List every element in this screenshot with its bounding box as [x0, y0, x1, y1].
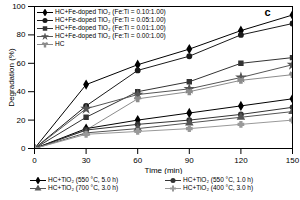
html-text:HC+TiO₂ (550 °C, 1.0 h): HC+TiO₂ (550 °C, 1.0 h) — [183, 176, 254, 183]
html-text:HC+Fe-doped TiO₂ (Fe:Ti = 0.01: HC+Fe-doped TiO₂ (Fe:Ti = 0.01:1.00) — [55, 24, 166, 31]
svg-text:60: 60 — [17, 59, 26, 68]
svg-text:80: 80 — [17, 30, 26, 39]
html-text:HC: HC — [55, 40, 65, 47]
html-text:HC+TiO₂ (400 °C, 3.0 h): HC+TiO₂ (400 °C, 3.0 h) — [183, 184, 254, 191]
svg-text:20: 20 — [17, 116, 26, 125]
svg-text:0: 0 — [32, 156, 37, 165]
html-text:HC+Fe-doped TiO₂ (Fe:Ti = 0.00: HC+Fe-doped TiO₂ (Fe:Ti = 0.00:1.00) — [55, 32, 166, 39]
svg-text:60: 60 — [133, 156, 142, 165]
svg-text:40: 40 — [17, 87, 26, 96]
svg-text:120: 120 — [234, 156, 248, 165]
svg-text:Degradation (%): Degradation (%) — [7, 48, 16, 107]
svg-text:150: 150 — [286, 156, 300, 165]
svg-text:0: 0 — [21, 144, 26, 153]
html-text:HC+Fe-doped TiO₂ (Fe:Ti = 0.10: HC+Fe-doped TiO₂ (Fe:Ti = 0.10:1.00) — [55, 8, 166, 15]
svg-text:Time (min): Time (min) — [145, 166, 183, 175]
svg-text:90: 90 — [185, 156, 194, 165]
html-text:HC+Fe-doped TiO₂ (Fe:Ti = 0.05: HC+Fe-doped TiO₂ (Fe:Ti = 0.05:1.00) — [55, 16, 166, 23]
html-text:HC+TiO₂ (700 °C, 3.0 h): HC+TiO₂ (700 °C, 3.0 h) — [48, 184, 119, 191]
svg-text:c: c — [264, 6, 270, 18]
svg-text:30: 30 — [82, 156, 91, 165]
svg-text:100: 100 — [12, 2, 26, 11]
html-text:HC+TiO₂ (550 °C, 5.0 h): HC+TiO₂ (550 °C, 5.0 h) — [48, 176, 119, 183]
